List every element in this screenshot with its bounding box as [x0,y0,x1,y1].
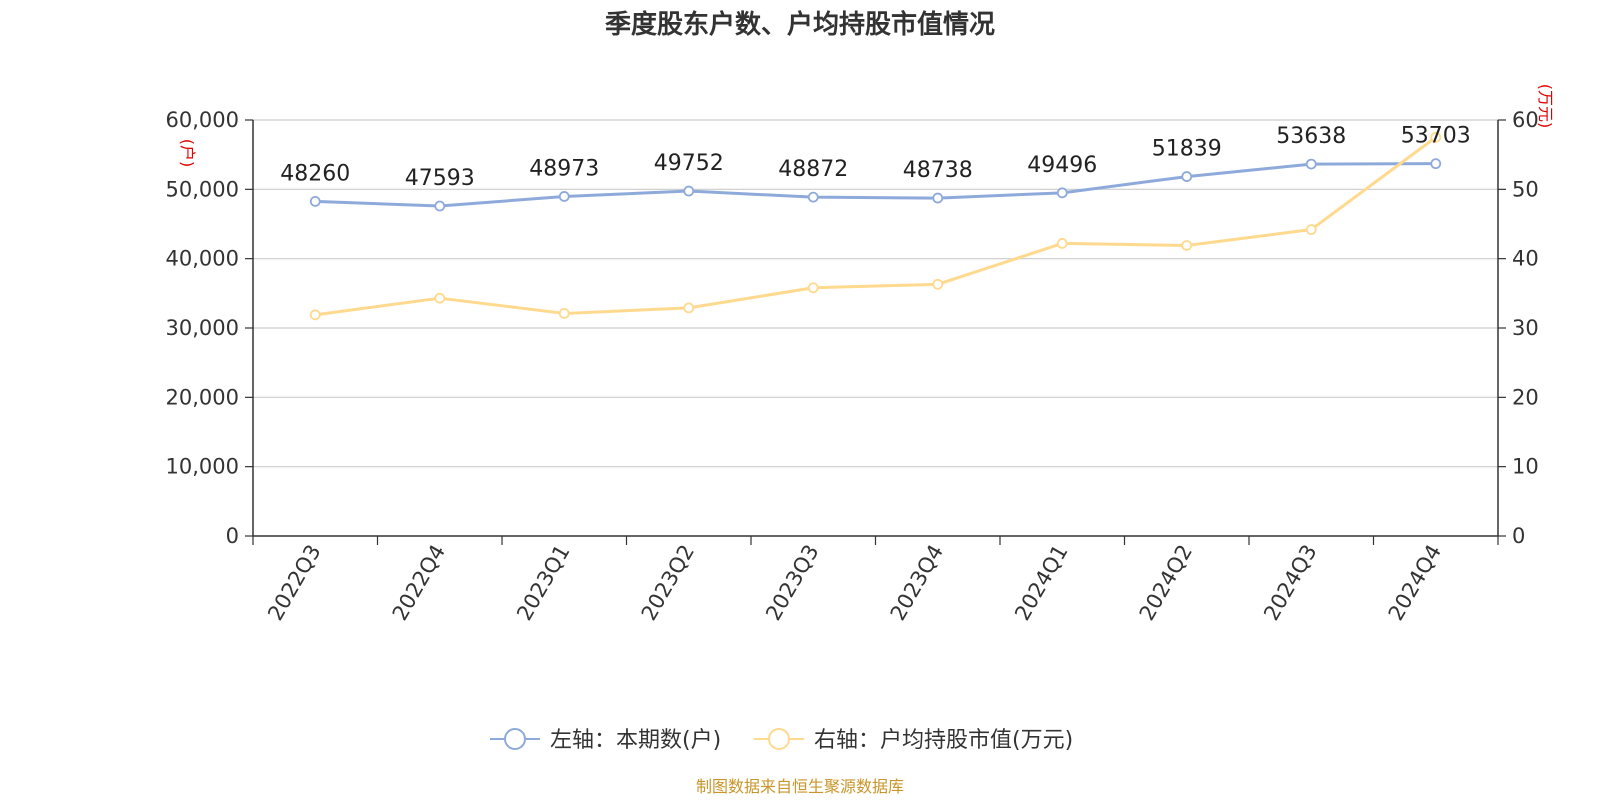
data-point [1181,171,1193,182]
chart-title: 季度股东户数、户均持股市值情况 [605,9,995,40]
x-tick-label: 2023Q2 [637,541,699,625]
left-tick-label: 30,000 [166,316,239,340]
data-point [1430,158,1442,170]
data-point [309,195,321,207]
grid-lines [253,119,1498,468]
data-point [1056,187,1068,199]
data-point [434,200,446,212]
data-label: 53703 [1401,124,1471,149]
right-axis-ticks: 0 10 20 30 40 50 60 [1498,108,1539,548]
data-point [683,185,695,197]
data-point [807,282,819,294]
legend-marker-icon [768,728,790,750]
data-point [1430,131,1442,143]
data-label: 49496 [1027,153,1097,178]
legend-label-right: 右轴：户均持股市值(万元) [814,728,1073,753]
x-tick-label: 2024Q2 [1135,541,1197,625]
right-tick-label: 10 [1512,455,1539,479]
data-label: 49752 [654,151,724,176]
right-tick-label: 50 [1512,177,1539,201]
right-tick-label: 30 [1512,316,1539,340]
series-line-0 [315,162,1436,208]
left-tick-label: 60,000 [166,108,239,132]
left-tick-label: 0 [226,524,239,548]
left-tick-label: 10,000 [166,455,239,479]
right-tick-label: 0 [1512,524,1525,548]
data-point [558,191,570,202]
data-point [1305,158,1317,170]
data-point [932,278,944,290]
x-tick-label: 2024Q1 [1010,541,1072,625]
data-point [807,191,819,203]
left-tick-label: 50,000 [166,177,239,201]
right-axis-unit: (万元) [1536,84,1555,129]
data-point [309,309,321,321]
right-tick-label: 60 [1512,108,1539,132]
data-labels: 48260 47593 48973 49752 48872 48738 49496 51839… [280,124,1471,191]
data-point [1181,240,1193,251]
data-label: 48260 [280,161,350,186]
data-point [1305,224,1317,235]
left-axis-ticks: 0 10,000 20,000 30,000 40,000 50,000 60,000 [166,108,253,548]
x-tick-label: 2023Q4 [886,541,948,625]
left-tick-label: 40,000 [166,247,239,271]
legend-label-left: 左轴：本期数(户) [550,728,721,753]
data-label: 51839 [1152,137,1222,162]
x-tick-label: 2023Q3 [761,541,823,625]
data-label: 47593 [405,166,475,191]
x-tick-label: 2022Q4 [388,541,450,625]
data-point [434,292,446,304]
legend-marker-icon [504,728,526,750]
legend-item-right-series[interactable]: 右轴：户均持股市值(万元) [754,728,1073,753]
data-point [558,308,570,319]
x-tick-label: 2023Q1 [512,541,574,625]
x-tick-label: 2024Q3 [1259,541,1321,625]
data-label: 53638 [1276,124,1346,149]
x-axis-ticks: 2022Q3 2022Q4 2023Q1 2023Q2 2023Q3 2023Q4 2024… [252,536,1499,625]
left-axis-unit: (户) [178,139,197,168]
data-label: 48738 [903,158,973,183]
x-tick-label: 2024Q4 [1384,541,1446,625]
left-tick-label: 20,000 [166,385,239,409]
data-label: 48973 [529,156,599,181]
right-tick-label: 20 [1512,385,1539,409]
x-tick-label: 2022Q3 [263,541,325,625]
data-point [1056,238,1068,249]
data-source: 制图数据来自恒生聚源数据库 [696,777,904,796]
series-line-1 [315,136,1437,317]
right-tick-label: 40 [1512,247,1539,271]
legend: 左轴：本期数(户) 右轴：户均持股市值(万元) [490,728,1073,753]
data-label: 48872 [778,157,848,182]
data-point [932,192,944,204]
series-group [309,131,1442,321]
data-point [683,302,695,314]
legend-item-left-series[interactable]: 左轴：本期数(户) [490,728,721,753]
